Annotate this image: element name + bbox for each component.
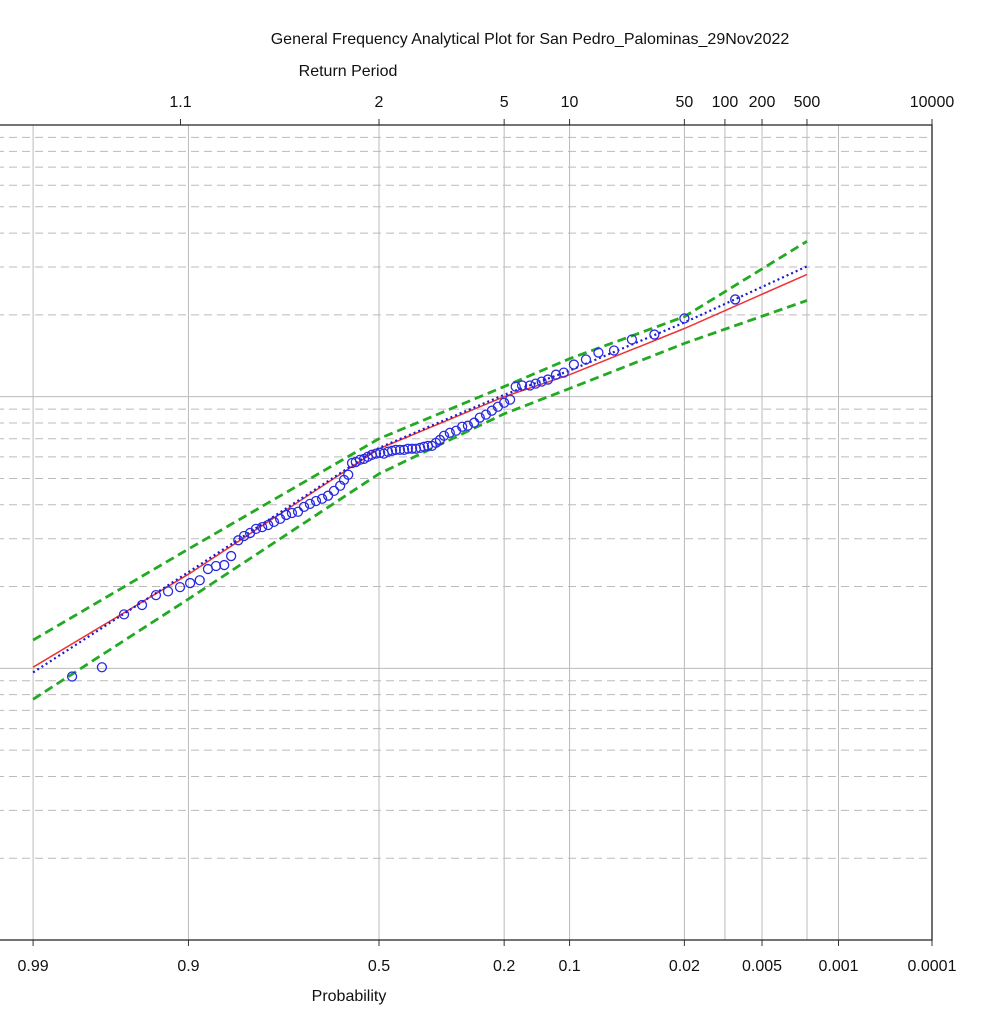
data-point [96, 662, 108, 673]
data-point [550, 369, 562, 380]
data-point [394, 444, 406, 456]
x2-tick-label: 10000 [910, 94, 955, 111]
data-point [162, 586, 174, 597]
plot-frame [0, 124, 933, 941]
data-point [66, 671, 78, 682]
data-point [474, 412, 485, 423]
x2-tick-label: 100 [712, 94, 739, 111]
x-tick-label: 0.5 [368, 958, 390, 975]
x-tick-label: 0.9 [177, 958, 199, 975]
x2-tick-label: 200 [749, 94, 776, 111]
data-point [184, 577, 196, 589]
x-tick-label: 0.1 [558, 958, 580, 975]
data-point [406, 443, 418, 454]
data-point [286, 507, 298, 519]
data-point [418, 441, 430, 452]
data-point [150, 589, 162, 601]
x-tick-label: 0.2 [493, 958, 515, 975]
data-point [382, 446, 394, 457]
data-point [536, 376, 547, 387]
data-point [504, 394, 516, 405]
data-point [257, 521, 268, 533]
chart-title: General Frequency Analytical Plot for Sa… [271, 31, 790, 48]
data-point [219, 559, 230, 571]
x2-tick-label: 10 [561, 94, 579, 111]
data-point [194, 575, 205, 586]
data-point [568, 359, 580, 370]
data-point [542, 374, 554, 385]
fit-curve [32, 240, 808, 642]
data-point [310, 495, 322, 507]
data-point [328, 485, 340, 497]
x-tick-label: 0.02 [669, 958, 700, 975]
data-point [118, 609, 130, 620]
data-point [238, 530, 250, 542]
data-point [462, 420, 474, 431]
data-point [390, 444, 401, 456]
x2-tick-label: 50 [675, 94, 693, 111]
fit-curve [32, 273, 808, 668]
x2-axis-title: Return Period [299, 63, 398, 80]
data-point [263, 519, 274, 531]
data-point [530, 378, 541, 389]
data-point [374, 447, 386, 459]
x2-tick-label: 2 [375, 94, 384, 111]
data-point [438, 430, 450, 441]
data-point [649, 329, 660, 340]
data-point [510, 381, 521, 392]
data-point [516, 380, 528, 391]
x2-tick-label: 500 [794, 94, 821, 111]
data-point [225, 550, 237, 562]
data-point [268, 516, 280, 528]
data-point [386, 445, 398, 456]
data-point [444, 427, 455, 438]
data-point [679, 313, 690, 324]
x-tick-label: 0.99 [18, 958, 49, 975]
data-point [304, 498, 316, 510]
data-point [499, 397, 510, 408]
data-point [415, 442, 426, 454]
data-point [558, 367, 569, 378]
data-point [524, 380, 536, 391]
fit-curve [32, 299, 808, 701]
x-tick-label: 0.001 [818, 958, 858, 975]
data-point [343, 469, 354, 480]
x-axis-title: Probability [312, 988, 387, 1005]
data-point [298, 501, 310, 513]
x-tick-label: 0.0001 [908, 958, 957, 975]
data-point [174, 581, 186, 593]
data-point [210, 560, 222, 572]
data-point [280, 509, 292, 521]
data-point [402, 443, 414, 454]
data-point [626, 334, 638, 345]
data-point [316, 493, 328, 504]
x2-tick-label: 1.1 [169, 94, 191, 111]
data-point [292, 506, 304, 517]
data-point [457, 421, 468, 432]
data-point [580, 354, 592, 365]
data-point [608, 345, 620, 356]
data-point [730, 294, 741, 305]
x2-tick-label: 5 [500, 94, 509, 111]
fit-curve [32, 265, 808, 674]
data-point [250, 523, 262, 535]
x-tick-label: 0.005 [742, 958, 782, 975]
data-point [593, 347, 604, 358]
data-point [370, 448, 382, 459]
data-point [136, 599, 148, 611]
